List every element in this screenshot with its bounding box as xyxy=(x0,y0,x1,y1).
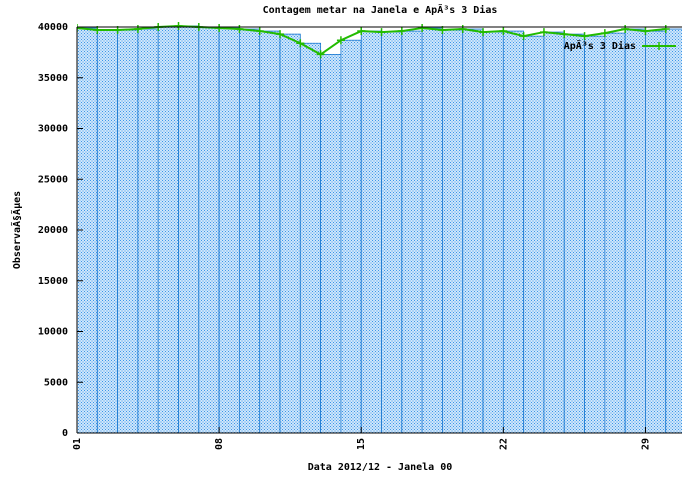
bar xyxy=(157,26,179,434)
bar xyxy=(381,31,403,434)
marker xyxy=(661,25,670,34)
marker xyxy=(580,32,589,41)
marker xyxy=(357,27,366,36)
y-tick-label: 35000 xyxy=(38,73,68,84)
bar xyxy=(340,39,362,434)
x-axis-label: Data 2012/12 - Janela 00 xyxy=(308,462,453,473)
x-tick-label: 01 xyxy=(72,438,83,450)
bar xyxy=(320,54,342,434)
bar xyxy=(502,30,525,434)
marker xyxy=(316,50,325,59)
marker xyxy=(77,24,81,33)
marker xyxy=(641,27,650,36)
bar xyxy=(421,27,443,434)
marker xyxy=(296,39,305,48)
bar xyxy=(279,33,301,434)
bar xyxy=(77,27,98,434)
marker xyxy=(276,30,285,39)
marker xyxy=(479,28,488,37)
bar xyxy=(543,31,565,434)
x-tick-label: 22 xyxy=(498,438,509,450)
marker xyxy=(458,25,467,34)
bar xyxy=(462,28,484,434)
x-tick-label: 29 xyxy=(640,438,651,450)
y-axis-label: ObservaÃ§Ãµes xyxy=(10,191,23,269)
chart-title: Contagem metar na Janela e ApÃ³s 3 Dias xyxy=(263,3,498,16)
y-tick-label: 30000 xyxy=(38,124,68,135)
marker xyxy=(621,25,630,34)
marker xyxy=(215,24,224,33)
y-tick-label: 5000 xyxy=(44,377,68,388)
bar xyxy=(198,26,220,434)
bar xyxy=(299,42,322,434)
bar xyxy=(563,33,585,434)
y-tick-label: 15000 xyxy=(38,276,68,287)
bar xyxy=(401,30,423,434)
y-tick-label: 40000 xyxy=(38,22,68,33)
marker xyxy=(133,25,142,34)
bar xyxy=(259,30,281,434)
bar xyxy=(523,35,545,434)
bar xyxy=(442,29,464,434)
bar xyxy=(645,30,667,434)
bar xyxy=(96,29,119,434)
bar xyxy=(137,28,159,434)
marker xyxy=(600,29,609,38)
bar xyxy=(665,28,682,434)
bar xyxy=(360,30,382,434)
bar xyxy=(482,31,504,434)
y-tick-label: 20000 xyxy=(38,225,68,236)
bar xyxy=(604,32,626,434)
x-tick-label: 08 xyxy=(214,438,225,450)
legend-marker xyxy=(655,42,663,50)
y-tick-label: 0 xyxy=(62,428,68,439)
marker xyxy=(235,25,244,34)
marker xyxy=(499,27,508,36)
bar xyxy=(218,27,240,434)
bar xyxy=(624,28,646,434)
bar xyxy=(239,28,261,434)
bar xyxy=(584,35,606,434)
marker xyxy=(255,27,264,36)
marker xyxy=(519,32,528,41)
marker xyxy=(560,30,569,39)
legend-label: ApÃ³s 3 Dias xyxy=(564,39,636,52)
bar xyxy=(117,29,139,434)
marker xyxy=(377,28,386,37)
y-tick-label: 10000 xyxy=(38,327,68,338)
marker xyxy=(539,28,548,37)
marker xyxy=(418,24,427,33)
y-tick-label: 25000 xyxy=(38,174,68,185)
marker xyxy=(397,27,406,36)
marker xyxy=(336,36,345,45)
x-tick-label: 15 xyxy=(356,438,367,450)
bar xyxy=(178,25,200,434)
marker xyxy=(174,21,183,30)
plot-area xyxy=(77,21,682,434)
